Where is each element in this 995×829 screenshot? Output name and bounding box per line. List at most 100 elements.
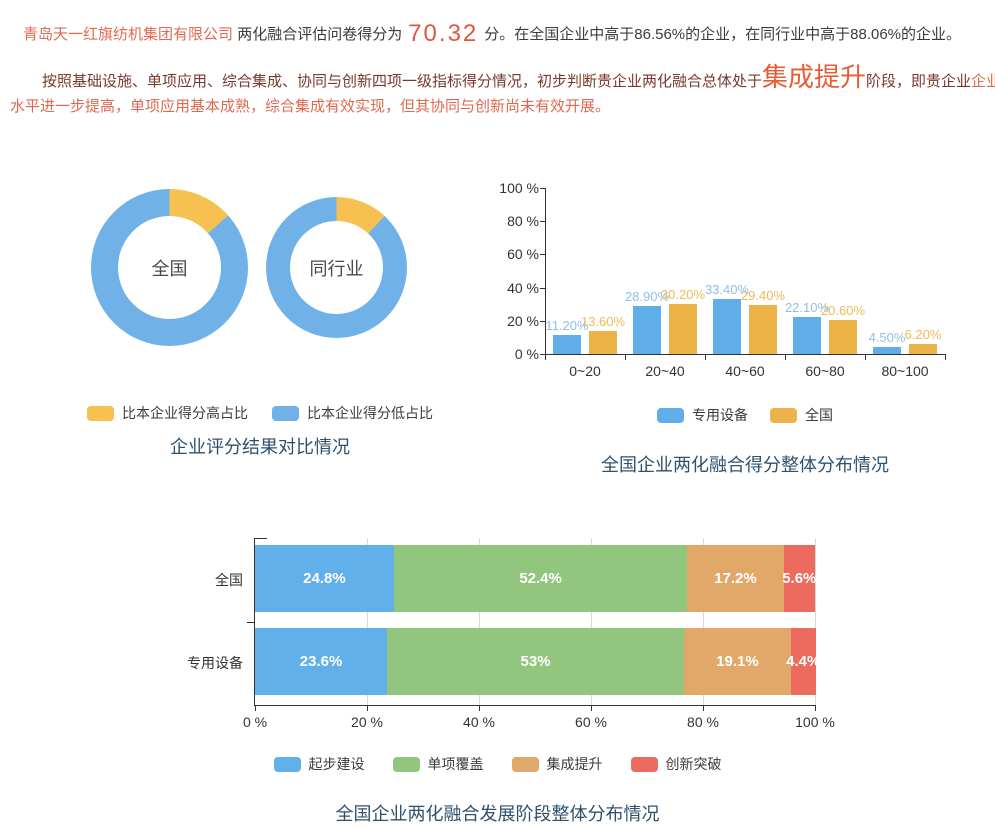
y-axis-tick	[540, 287, 545, 289]
donut-industry-label: 同行业	[290, 221, 383, 314]
legend-label: 比本企业得分低占比	[307, 405, 433, 421]
x-axis-category-label: 80~100	[881, 363, 929, 379]
legend-label: 起步建设	[308, 756, 365, 772]
legend-swatch-icon	[511, 756, 539, 772]
legend-swatch-icon	[630, 756, 658, 772]
bar	[633, 306, 661, 354]
bar	[909, 343, 937, 354]
donut-legend: 比本企业得分高占比 比本企业得分低占比	[60, 403, 460, 423]
gridline	[815, 538, 816, 705]
bar-value-label: 28.90%	[624, 289, 670, 305]
legend-item[interactable]: 比本企业得分高占比	[87, 403, 248, 423]
y-axis-tick-label: 80 %	[507, 213, 539, 230]
bar-legend: 专用设备 全国	[495, 405, 995, 425]
x-axis-category-label: 20~40	[645, 363, 685, 379]
y-axis-tick	[540, 221, 545, 223]
y-axis-tick-label: 0 %	[514, 346, 539, 362]
x-axis-tick	[945, 354, 946, 360]
gridline	[479, 538, 480, 705]
legend-item[interactable]: 单项覆盖	[392, 754, 484, 774]
legend-swatch-icon	[770, 407, 797, 423]
bar-value-label: 11.20%	[545, 318, 589, 334]
bar-value-label: 29.40%	[740, 288, 786, 304]
x-axis-tick	[545, 354, 546, 360]
x-axis-tick-label: 40 %	[463, 714, 495, 730]
score-lead-text: 两化融合评估问卷得分为	[237, 26, 403, 43]
assessment-line-2: 水平进一步提高，单项应用基本成熟，综合集成有效实现，但其协同与创新尚未有效开展。	[10, 98, 611, 115]
x-axis-tick	[625, 354, 626, 360]
score-distribution-chart: 0 % 20 % 40 % 60 % 80 % 100 % 0~20 11.20% 13.60%…	[495, 175, 995, 480]
legend-label: 专用设备	[692, 407, 748, 423]
y-axis-tick	[255, 538, 267, 539]
legend-swatch-icon	[273, 756, 301, 772]
x-axis-tick	[815, 705, 816, 711]
stacked-bar-segment: 53%	[387, 628, 684, 695]
donut-national: 全国	[91, 189, 248, 346]
gridline	[367, 538, 368, 705]
stacked-bar-segment: 52.4%	[393, 545, 688, 612]
bar	[589, 331, 617, 354]
y-axis-line	[545, 188, 546, 354]
stack-legend: 起步建设 单项覆盖 集成提升 创新突破	[0, 754, 995, 774]
donut-national-label: 全国	[118, 216, 221, 319]
x-axis-category-label: 40~60	[725, 363, 765, 379]
legend-item[interactable]: 专用设备	[657, 405, 748, 425]
stacked-bar-segment: 24.8%	[255, 545, 394, 612]
legend-item[interactable]: 全国	[770, 405, 833, 425]
stacked-bar-segment: 17.2%	[687, 545, 784, 612]
bar	[829, 319, 857, 354]
x-axis-tick	[367, 705, 368, 711]
y-axis-tick	[540, 188, 545, 189]
legend-label: 单项覆盖	[427, 756, 484, 772]
y-axis-tick-label: 100 %	[499, 180, 539, 196]
x-axis-category-label: 0~20	[569, 363, 601, 379]
legend-item[interactable]: 比本企业得分低占比	[272, 403, 433, 423]
row-label: 全国	[215, 571, 243, 588]
legend-item[interactable]: 创新突破	[630, 754, 722, 774]
y-axis-tick	[540, 254, 545, 256]
stack-chart-title: 全国企业两化融合发展阶段整体分布情况	[335, 804, 660, 824]
assessment-tail-text: 企业基础建设	[971, 73, 995, 90]
x-axis-tick	[703, 705, 704, 711]
x-axis-tick-label: 80 %	[687, 714, 719, 730]
stage-name: 集成提升	[762, 62, 867, 92]
legend-swatch-icon	[87, 405, 114, 421]
stacked-bar-segment: 23.6%	[255, 628, 388, 695]
bar-chart-title: 全国企业两化融合得分整体分布情况	[601, 455, 889, 475]
y-axis-tick	[540, 354, 545, 355]
x-axis-tick	[591, 705, 592, 711]
y-axis-tick-label: 60 %	[507, 246, 539, 263]
donut-industry: 同行业	[266, 197, 407, 338]
x-axis-tick	[705, 354, 706, 360]
x-axis-tick	[479, 705, 480, 711]
score-tail-text: 分。在全国企业中高于86.56%的企业，在同行业中高于88.06%的企业。	[484, 26, 962, 43]
x-axis-tick-label: 20 %	[351, 714, 383, 730]
y-axis-tick	[540, 320, 545, 322]
x-axis-tick	[255, 705, 256, 711]
gridline	[591, 538, 592, 705]
legend-item[interactable]: 集成提升	[511, 754, 603, 774]
stacked-bar-segment: 5.6%	[782, 545, 816, 612]
bar-value-label: 20.60%	[820, 302, 866, 318]
stage-distribution-chart: 0 % 20 % 40 % 60 % 80 % 100 % 全国 24.8% 52.4% 17.2…	[0, 520, 995, 829]
bar-value-label: 33.40%	[704, 281, 750, 297]
assessment-paragraph: 按照基础设施、单项应用、综合集成、协同与创新四项一级指标得分情况，初步判断贵企业…	[10, 62, 995, 122]
legend-swatch-icon	[657, 407, 684, 423]
legend-item[interactable]: 起步建设	[273, 754, 365, 774]
x-axis-tick-label: 100 %	[795, 714, 835, 730]
assessment-line-1: 按照基础设施、单项应用、综合集成、协同与创新四项一级指标得分情况，初步判断贵企业…	[10, 62, 995, 92]
bar-value-label: 6.20%	[904, 326, 942, 342]
bar-value-label: 4.50%	[868, 329, 906, 345]
legend-label: 创新突破	[665, 756, 722, 772]
bar	[669, 303, 697, 354]
bar	[553, 335, 581, 354]
row-label: 专用设备	[187, 654, 243, 671]
bar	[873, 346, 901, 354]
score-summary-paragraph: 青岛天一红旗纺机集团有限公司 两化融合评估问卷得分为 70.32 分。在全国企业中高…	[23, 20, 961, 48]
legend-label: 比本企业得分高占比	[122, 405, 248, 421]
x-axis-tick-label: 60 %	[575, 714, 607, 730]
y-axis-tick	[247, 622, 254, 623]
y-axis-tick-label: 20 %	[507, 312, 539, 329]
bar-value-label: 13.60%	[580, 314, 626, 330]
